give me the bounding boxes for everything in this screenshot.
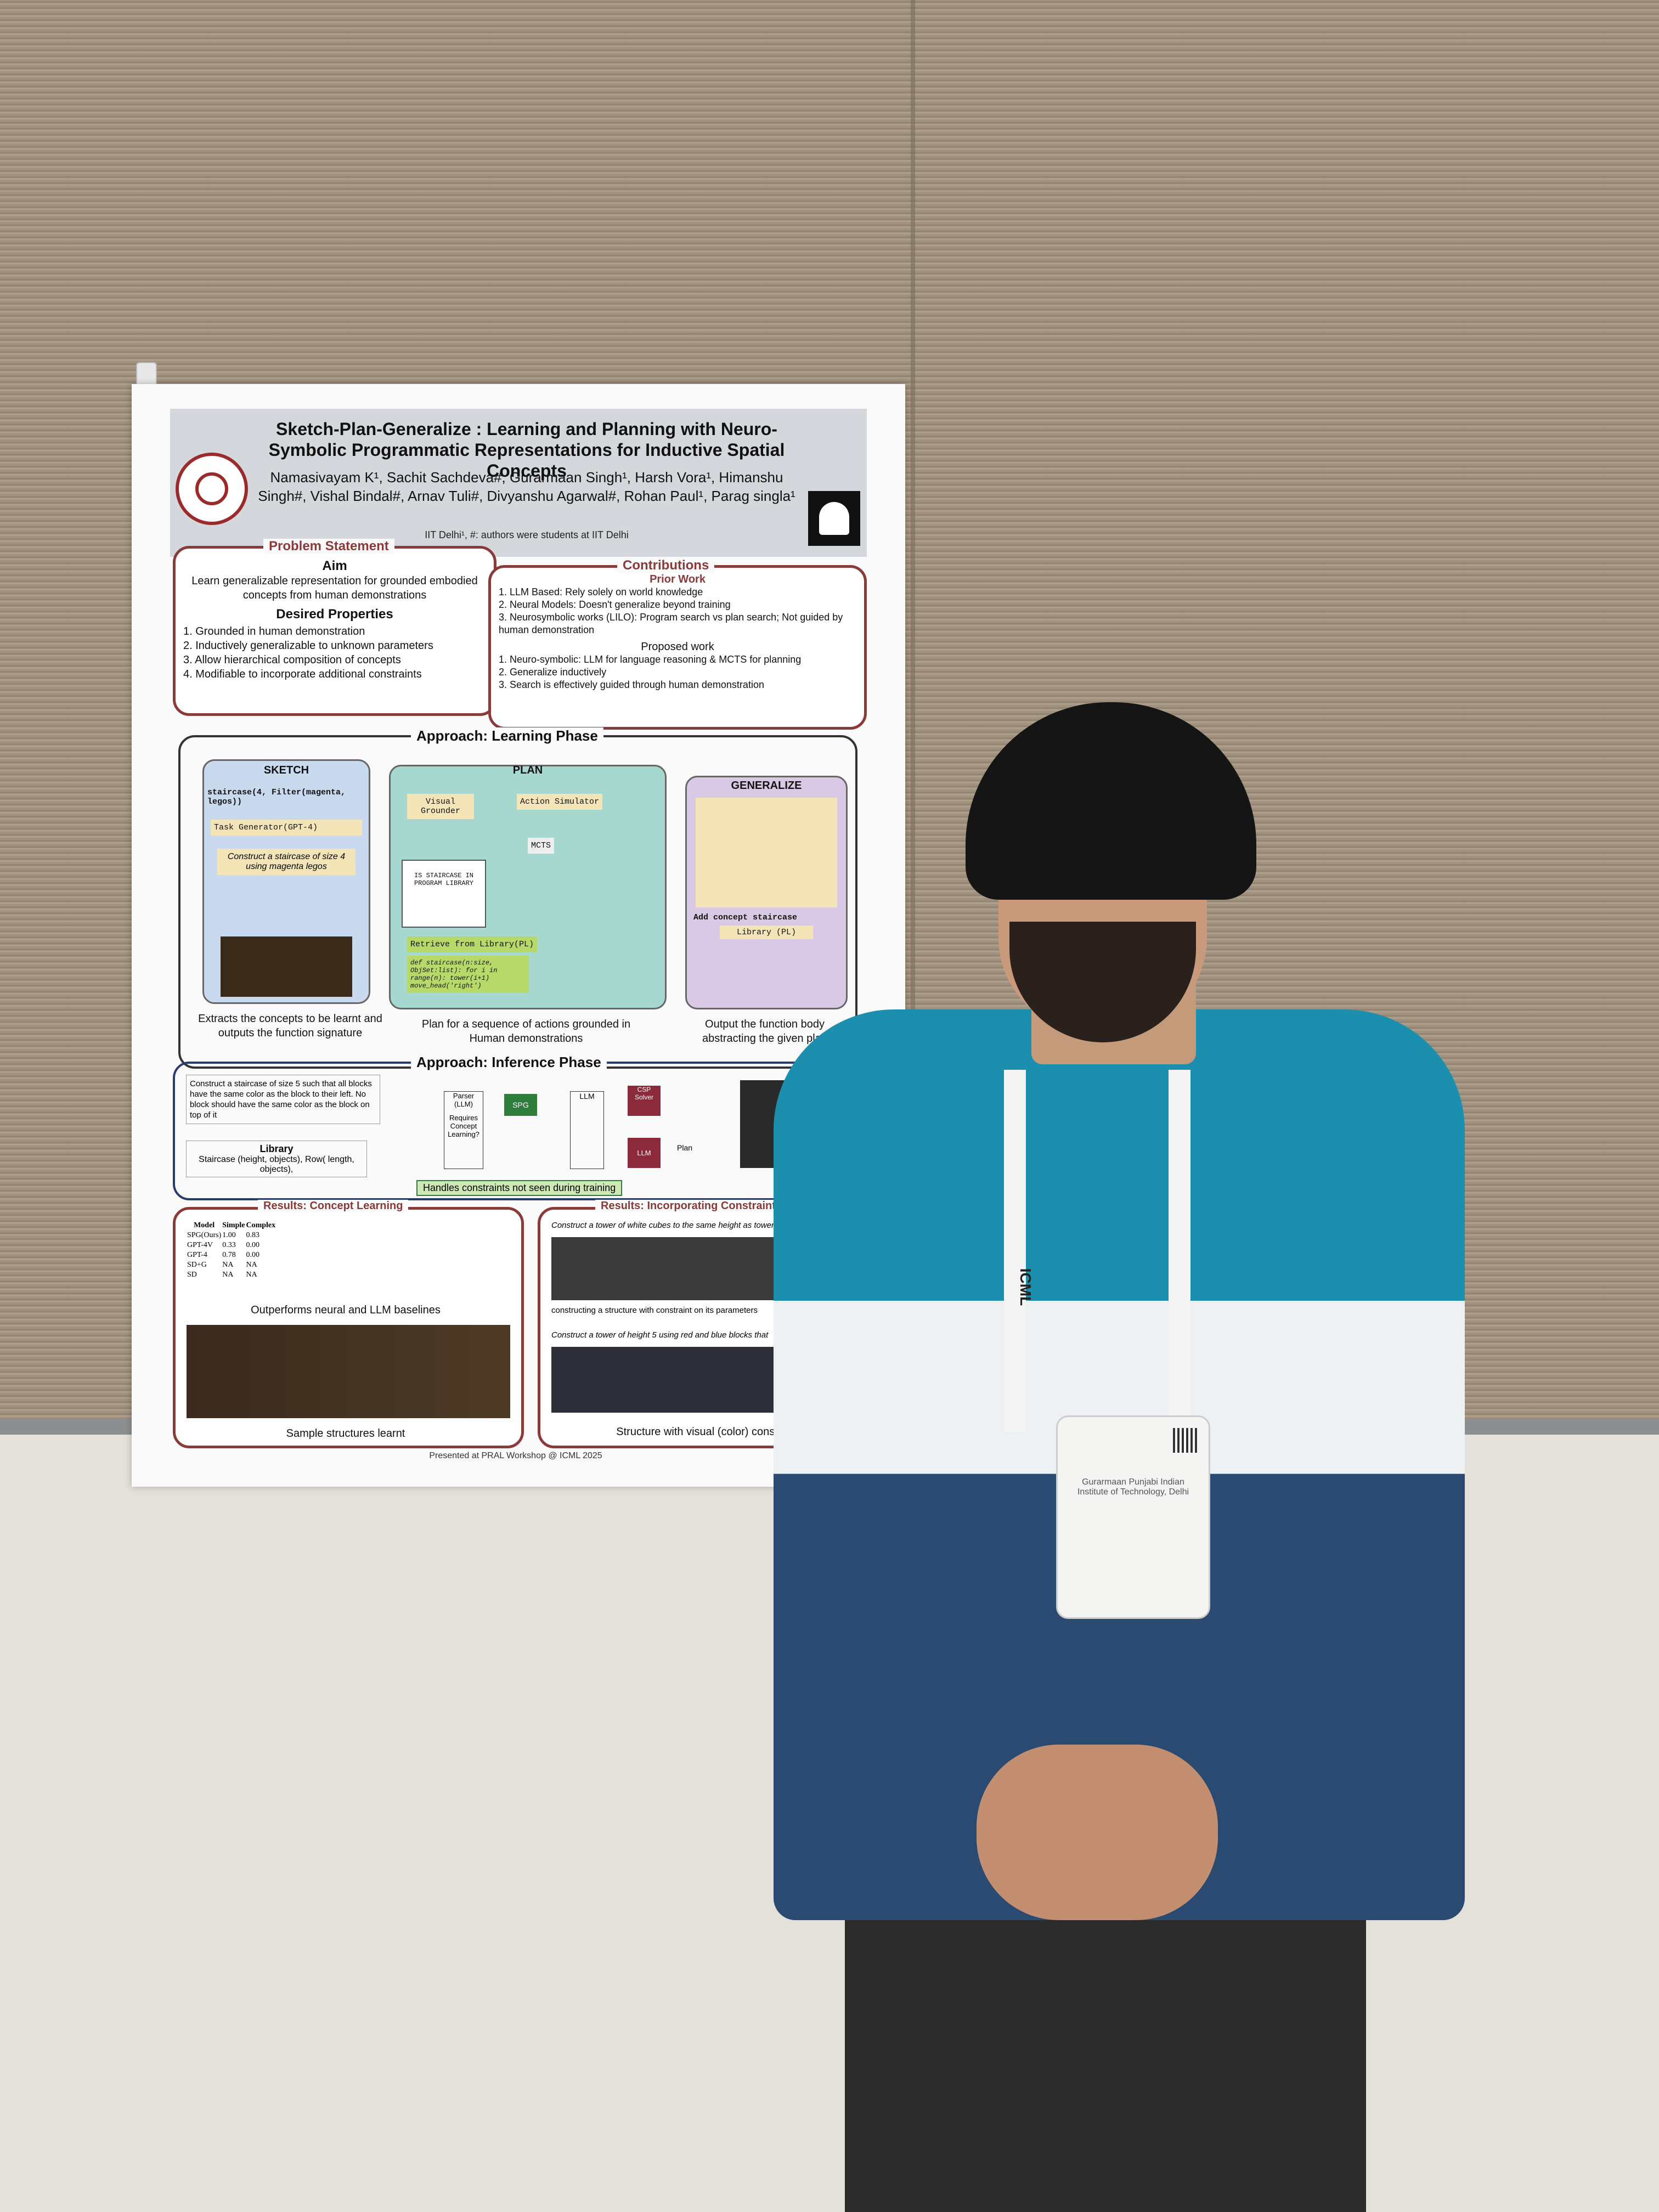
poster-footer: Presented at PRAL Workshop @ ICML 2025 [429,1451,602,1460]
results-concept-heading: Results: Concept Learning [258,1200,409,1212]
poster-header: Sketch-Plan-Generalize : Learning and Pl… [170,409,867,557]
mcts-box: MCTS [528,838,555,854]
qr-logo-icon [808,491,860,546]
llm-box: LLM [628,1138,661,1168]
generalize-label: GENERALIZE [731,780,802,792]
plan-panel: PLAN Visual Grounder Action Simulator MC… [389,764,667,1009]
retrieve-library: Retrieve from Library(PL) [407,936,538,952]
proposed-item: 3. Search is effectively guided through … [499,679,764,690]
iit-delhi-logo [176,453,248,525]
library-items: Staircase (height, objects), Row( length… [199,1155,354,1174]
table-row: GPT-4V 0.33 0.00 [187,1241,259,1249]
prop-item: 1. Grounded in human demonstration [183,625,365,637]
llm-csp-box: LLM [570,1091,604,1169]
sketch-code: staircase(4, Filter(magenta, legos)) [207,788,346,806]
proposed-title: Proposed work [641,641,714,653]
lanyard-text: ICML [1017,1268,1035,1306]
col-header: Complex [246,1221,276,1229]
sketch-panel: SKETCH staircase(4, Filter(magenta, lego… [202,759,370,1004]
plan-output: Plan [677,1143,693,1152]
results-table: Model Simple Complex SPG(Ours) 1.00 0.83 G… [187,1221,276,1280]
lanyard-right [1169,1070,1190,1432]
inference-library: Library Staircase (height, objects), Row… [186,1141,367,1177]
constraint-task1-caption: constructing a structure with constraint… [551,1306,758,1315]
spg-box: SPG [504,1094,537,1116]
concept-caption-bottom: Sample structures learnt [286,1427,405,1440]
add-concept: Add concept staircase [693,913,798,922]
caption-plan: Plan for a sequence of actions grounded … [421,1018,631,1045]
sample-structures-images [187,1325,510,1418]
learning-phase-box: Approach: Learning Phase SKETCH staircas… [178,727,857,1069]
generalize-panel: GENERALIZE Add concept staircase Library… [685,776,848,1009]
sketch-label: SKETCH [263,764,309,776]
inference-note: Handles constraints not seen during trai… [416,1180,623,1196]
generalize-prompt-card [696,798,837,907]
badge-qr-icon [1173,1428,1198,1453]
prop-item: 3. Allow hierarchical composition of con… [183,654,401,666]
library-pl: Library (PL) [720,926,813,939]
poster-title: Sketch-Plan-Generalize : Learning and Pl… [268,419,785,481]
prior-item: 3. Neurosymbolic works (LILO): Program s… [499,612,843,635]
col-header: Simple [222,1221,245,1229]
aim-title: Aim [322,558,347,573]
proposed-item: 2. Generalize inductively [499,667,607,678]
poster-affiliation: IIT Delhi¹, #: authors were students at … [425,529,629,540]
wall-seam [911,0,915,1426]
visual-grounder: Visual Grounder [407,794,474,819]
aim-text: Learn generalizable representation for g… [191,575,478,601]
prior-item: 2. Neural Models: Doesn't generalize bey… [499,599,731,610]
proposed-item: 1. Neuro-symbolic: LLM for language reas… [499,654,802,665]
person-trousers [845,1865,1366,2212]
plan-label: PLAN [512,764,543,776]
inference-instruction: Construct a staircase of size 5 such tha… [186,1075,380,1124]
prop-item: 2. Inductively generalizable to unknown … [183,640,433,652]
table-row: GPT-4 0.78 0.00 [187,1251,259,1259]
constraint-task1: Construct a tower of white cubes to the … [551,1221,783,1230]
requires-concept: Requires Concept Learning? [448,1114,479,1138]
table-row: SD+G NA NA [187,1261,257,1269]
staircase-code: def staircase(n:size, ObjSet:list): for … [407,956,529,993]
parser-label: Parser (LLM) [453,1092,475,1108]
inference-phase-heading: Approach: Inference Phase [411,1054,607,1071]
action-simulator: Action Simulator [517,794,603,810]
conference-badge: Gurarmaan Punjabi Indian Institute of Te… [1056,1415,1210,1619]
prior-list: 1. LLM Based: Rely solely on world knowl… [491,586,864,636]
constraint-task2: Construct a tower of height 5 using red … [551,1330,769,1340]
problem-heading: Problem Statement [263,539,394,554]
caption-sketch: Extracts the concepts to be learnt and o… [198,1013,382,1039]
problem-statement-box: Problem Statement Aim Learn generalizabl… [173,539,496,716]
person-hands [977,1745,1218,1920]
props-list: 1. Grounded in human demonstration 2. In… [176,622,494,684]
results-constraints-heading: Results: Incorporating Constraints [595,1200,788,1212]
parser-box: Parser (LLM) Requires Concept Learning? [444,1091,483,1169]
props-title: Desired Properties [276,607,393,622]
csp-solver-box: CSP Solver [628,1086,661,1116]
table-row: SPG(Ours) 1.00 0.83 [187,1231,259,1239]
caption-generalize: Output the function body abstracting the… [702,1018,827,1045]
sketch-scene-image [221,936,352,997]
proposed-list: 1. Neuro-symbolic: LLM for language reas… [491,653,864,691]
col-header: Model [194,1221,215,1229]
table-row: SD NA NA [187,1271,257,1279]
lanyard-left [1004,1070,1026,1432]
task-generator: Task Generator(GPT-4) [211,820,362,836]
learning-phase-heading: Approach: Learning Phase [411,727,603,744]
sketch-instruction: Construct a staircase of size 4 using ma… [217,849,356,875]
contributions-heading: Contributions [617,558,715,573]
prior-item: 1. LLM Based: Rely solely on world knowl… [499,586,703,597]
contributions-box: Contributions Prior Work 1. LLM Based: R… [488,558,867,730]
constraints-caption-bottom: Structure with visual (color) constraint… [616,1426,805,1438]
library-title: Library [259,1143,294,1154]
inference-phase-box: Approach: Inference Phase Construct a st… [173,1054,857,1200]
results-concept-box: Results: Concept Learning Model Simple C… [173,1200,524,1448]
prop-item: 4. Modifiable to incorporate additional … [183,668,422,680]
prior-work-title: Prior Work [650,573,706,585]
is-staircase-decision: IS STAIRCASE IN PROGRAM LIBRARY [402,860,486,928]
concept-caption-top: Outperforms neural and LLM baselines [251,1304,441,1316]
badge-name: Gurarmaan Punjabi Indian Institute of Te… [1077,1477,1189,1497]
poster-authors: Namasivayam K¹, Sachit Sachdeva#, Gurarm… [258,469,795,504]
